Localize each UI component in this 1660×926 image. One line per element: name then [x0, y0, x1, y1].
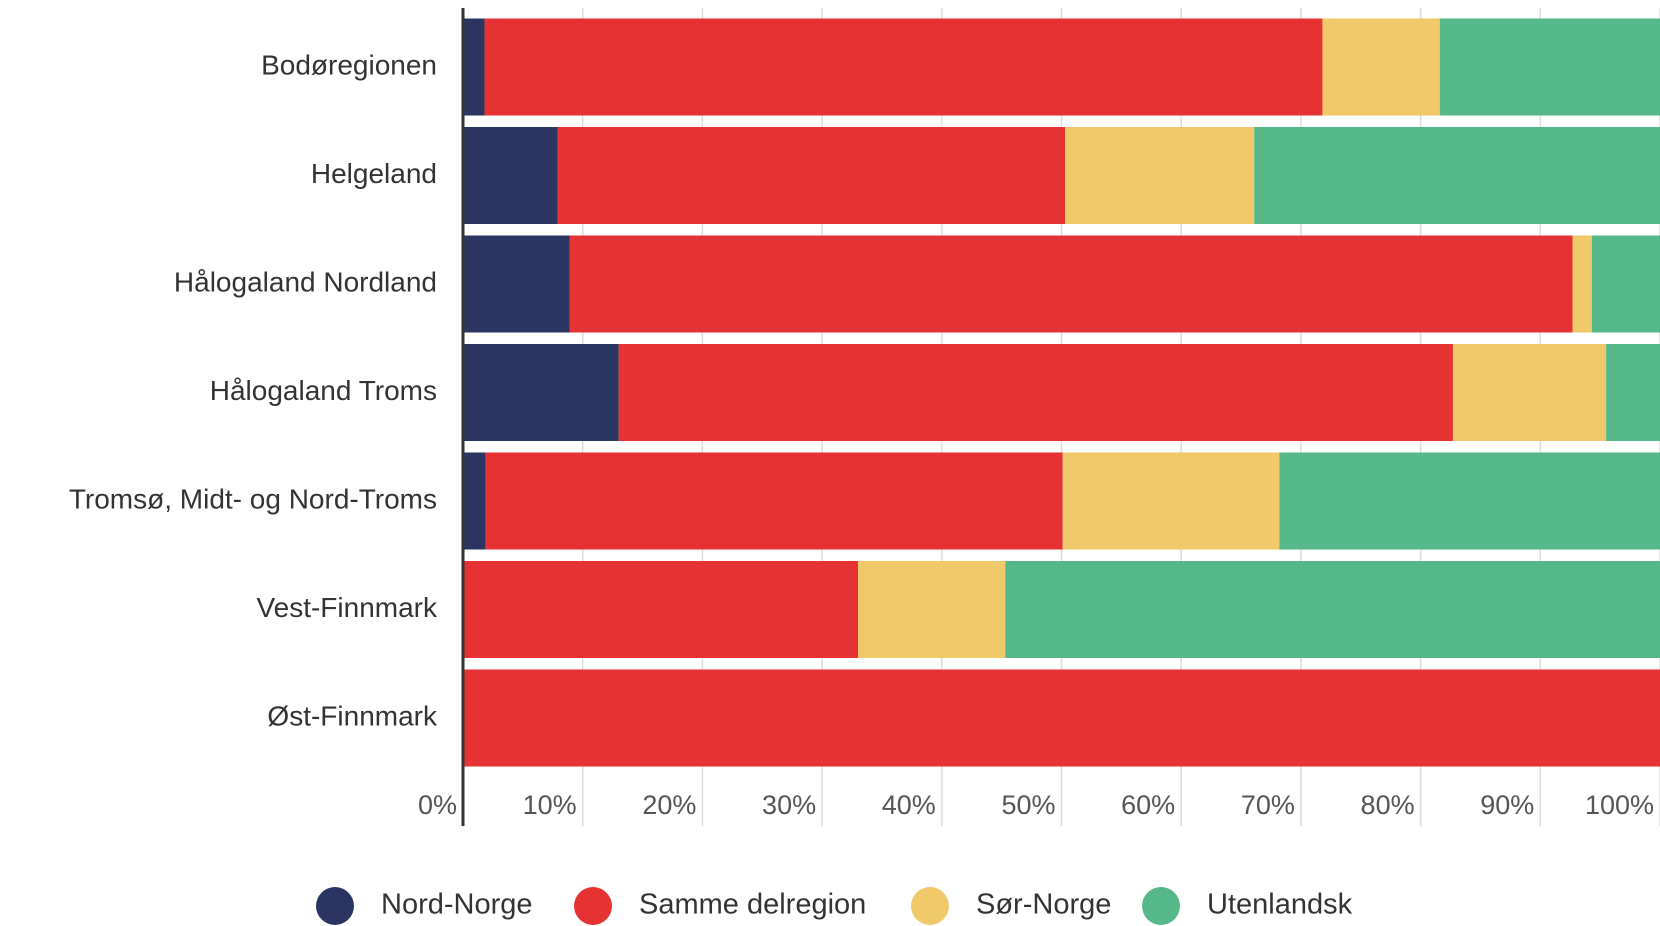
legend-swatch — [574, 887, 612, 925]
bar-segment — [1591, 235, 1660, 333]
category-label: Hålogaland Troms — [210, 375, 437, 406]
x-tick-label: 30% — [762, 790, 816, 820]
legend-label: Utenlandsk — [1207, 889, 1353, 921]
x-tick-label: 60% — [1121, 790, 1175, 820]
category-label: Øst-Finnmark — [267, 700, 438, 731]
bar-segment — [463, 18, 485, 116]
bar-segment — [1062, 452, 1280, 550]
bar-segment — [1606, 344, 1660, 441]
bar-segment — [463, 344, 619, 441]
bar-segment — [1065, 127, 1255, 224]
bar-segment — [1279, 452, 1660, 550]
bar-segment — [463, 235, 570, 333]
bar-segment — [1254, 127, 1660, 224]
bar-segment — [463, 561, 859, 658]
bar-segment — [463, 452, 486, 550]
x-tick-label: 100% — [1585, 790, 1654, 820]
x-tick-label: 80% — [1361, 790, 1415, 820]
bar-segment — [1322, 18, 1440, 116]
legend-label: Samme delregion — [639, 889, 866, 921]
bar-segment — [1005, 561, 1660, 658]
legend-swatch — [911, 887, 949, 925]
x-tick-label: 50% — [1001, 790, 1055, 820]
x-tick-label: 70% — [1241, 790, 1295, 820]
bar-segment — [485, 452, 1063, 550]
category-label: Vest-Finnmark — [257, 592, 438, 623]
category-label: Tromsø, Midt- og Nord-Troms — [69, 483, 437, 514]
bar-segment — [463, 669, 1660, 767]
legend-swatch — [316, 887, 354, 925]
category-label: Helgeland — [311, 158, 437, 189]
bar-segment — [484, 18, 1323, 116]
bar-segment — [569, 235, 1573, 333]
legend-label: Nord-Norge — [381, 889, 533, 921]
bar-segment — [463, 127, 558, 224]
x-tick-label: 20% — [642, 790, 696, 820]
legend-swatch — [1142, 887, 1180, 925]
bar-segment — [1572, 235, 1592, 333]
category-label: Hålogaland Nordland — [174, 266, 437, 297]
x-tick-label: 10% — [523, 790, 577, 820]
x-tick-label: 90% — [1480, 790, 1534, 820]
bar-segment — [1439, 18, 1660, 116]
legend-label: Sør-Norge — [976, 889, 1111, 921]
bar-segment — [557, 127, 1066, 224]
bar-segment — [858, 561, 1006, 658]
bar-segment — [618, 344, 1453, 441]
category-label: Bodøregionen — [261, 49, 437, 80]
x-tick-label: 40% — [882, 790, 936, 820]
x-tick-label: 0% — [418, 790, 457, 820]
bar-segment — [1452, 344, 1607, 441]
